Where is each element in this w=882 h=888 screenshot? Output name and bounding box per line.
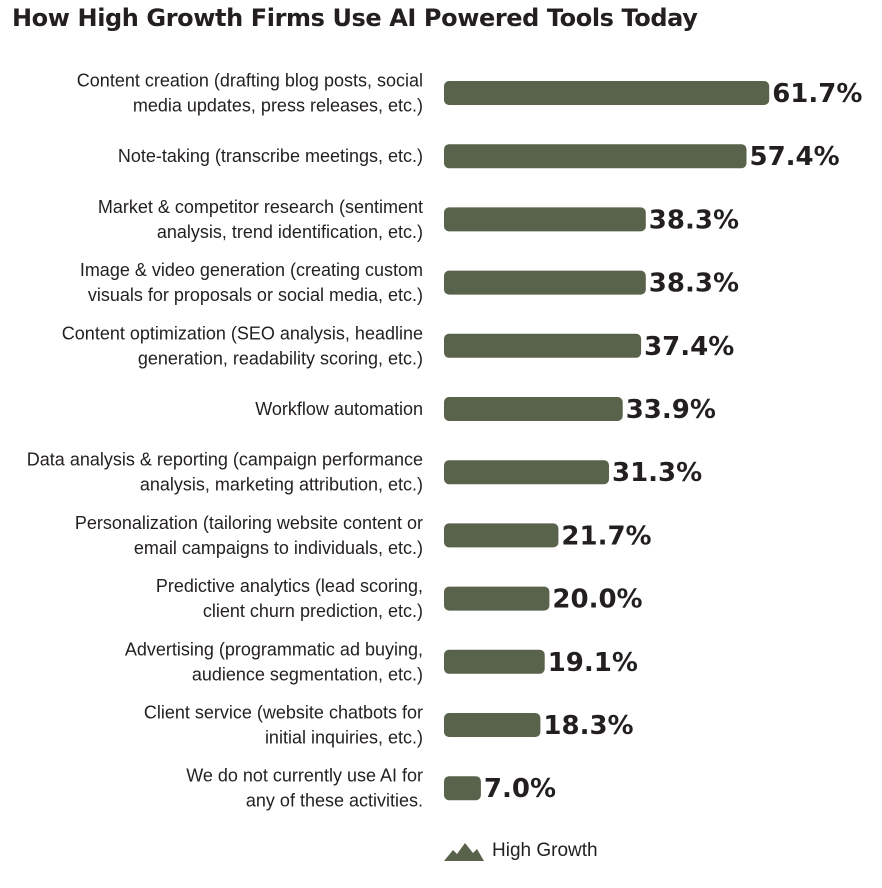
category-label: initial inquiries, etc.) (265, 728, 423, 748)
value-label: 37.4% (644, 332, 734, 362)
bar (444, 270, 646, 295)
category-label: We do not currently use AI for (186, 766, 423, 786)
bar (444, 333, 642, 358)
category-label: analysis, trend identification, etc.) (157, 222, 423, 242)
legend: High Growth (444, 840, 598, 862)
value-label: 57.4% (750, 142, 840, 172)
bar (444, 776, 481, 801)
bar (444, 586, 550, 611)
category-label: Predictive analytics (lead scoring, (156, 576, 423, 596)
bar (444, 81, 770, 105)
bar (444, 207, 646, 232)
category-label: media updates, press releases, etc.) (133, 96, 423, 116)
value-label: 38.3% (649, 269, 739, 299)
bar (444, 713, 541, 737)
category-label: Content optimization (SEO analysis, head… (62, 323, 423, 343)
value-label: 31.3% (612, 458, 702, 488)
value-label: 38.3% (649, 205, 739, 235)
category-label: email campaigns to individuals, etc.) (134, 538, 423, 558)
value-label: 18.3% (543, 711, 633, 741)
category-label: client churn prediction, etc.) (203, 601, 423, 621)
category-label: Client service (website chatbots for (144, 703, 423, 723)
value-label: 20.0% (552, 585, 642, 615)
bar (444, 397, 623, 421)
chart-title: How High Growth Firms Use AI Powered Too… (12, 4, 698, 32)
category-label: audience segmentation, etc.) (192, 664, 423, 684)
bar (444, 649, 545, 674)
value-label: 61.7% (772, 79, 862, 109)
category-label: Workflow automation (255, 399, 423, 419)
value-label: 21.7% (561, 521, 651, 551)
category-label: generation, readability scoring, etc.) (138, 348, 423, 368)
category-label: any of these activities. (246, 791, 423, 811)
legend-label: High Growth (492, 840, 598, 861)
category-label: Content creation (drafting blog posts, s… (77, 71, 423, 91)
category-label: Image & video generation (creating custo… (80, 260, 423, 280)
bar (444, 460, 609, 485)
category-label: analysis, marketing attribution, etc.) (140, 475, 423, 495)
category-label: Note-taking (transcribe meetings, etc.) (118, 146, 423, 166)
category-label: Data analysis & reporting (campaign perf… (27, 450, 423, 470)
value-label: 7.0% (484, 774, 556, 804)
category-label: visuals for proposals or social media, e… (88, 285, 423, 305)
category-label: Advertising (programmatic ad buying, (125, 639, 423, 659)
bar (444, 144, 747, 169)
category-label: Personalization (tailoring website conte… (75, 513, 423, 533)
category-label: Market & competitor research (sentiment (98, 197, 423, 217)
value-label: 33.9% (626, 395, 716, 425)
mountain-icon (444, 843, 484, 861)
bar (444, 523, 559, 548)
value-label: 19.1% (548, 648, 638, 678)
